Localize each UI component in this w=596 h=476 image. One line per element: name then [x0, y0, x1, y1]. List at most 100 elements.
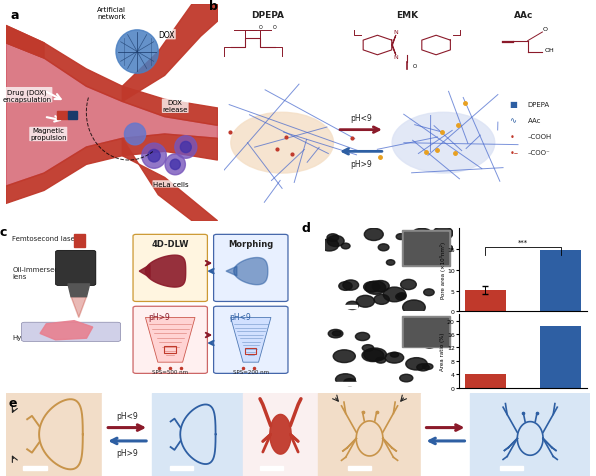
Text: pH>9: pH>9 — [350, 159, 372, 169]
Bar — [465, 375, 506, 388]
Text: c: c — [0, 225, 7, 238]
Text: ***: *** — [518, 239, 528, 245]
Text: DPEPA: DPEPA — [527, 101, 550, 108]
Polygon shape — [6, 27, 44, 59]
Circle shape — [355, 333, 370, 341]
Bar — [465, 290, 506, 312]
Text: e: e — [9, 396, 17, 409]
Circle shape — [386, 260, 395, 266]
Bar — [152, 393, 243, 476]
Text: pH<9: pH<9 — [229, 312, 251, 321]
Circle shape — [398, 293, 406, 299]
Text: –COO⁻: –COO⁻ — [527, 150, 551, 156]
Bar — [245, 349, 256, 355]
Circle shape — [327, 236, 344, 247]
Polygon shape — [40, 321, 93, 340]
Bar — [404, 233, 448, 264]
Circle shape — [362, 345, 374, 351]
Polygon shape — [122, 139, 218, 221]
Text: O: O — [412, 64, 417, 69]
Circle shape — [424, 289, 434, 296]
Y-axis label: Area ratio (%): Area ratio (%) — [440, 332, 445, 370]
Circle shape — [417, 364, 429, 371]
Polygon shape — [71, 297, 86, 318]
Text: AAc: AAc — [514, 11, 534, 20]
Polygon shape — [122, 5, 218, 102]
Bar — [243, 393, 318, 476]
Circle shape — [327, 234, 339, 242]
Circle shape — [411, 229, 433, 243]
Circle shape — [375, 357, 386, 363]
Polygon shape — [139, 265, 150, 278]
Circle shape — [344, 379, 356, 386]
FancyBboxPatch shape — [21, 323, 120, 342]
Bar — [331, 305, 357, 308]
Bar — [421, 393, 470, 476]
Text: •: • — [510, 132, 514, 141]
Circle shape — [165, 155, 185, 176]
Polygon shape — [231, 318, 271, 362]
Circle shape — [362, 349, 384, 362]
Bar — [260, 466, 284, 470]
Circle shape — [365, 281, 386, 295]
Bar — [74, 235, 85, 248]
Text: b: b — [209, 0, 218, 13]
Circle shape — [423, 364, 433, 370]
Text: DPEPA: DPEPA — [251, 11, 284, 20]
Text: a: a — [10, 9, 18, 22]
Polygon shape — [270, 415, 291, 454]
Text: pH<9: pH<9 — [350, 114, 372, 123]
Circle shape — [378, 244, 389, 251]
Text: O: O — [542, 27, 547, 32]
Text: Artificial
network: Artificial network — [97, 7, 126, 20]
Text: Magnetic
propulsion: Magnetic propulsion — [30, 128, 67, 141]
Circle shape — [383, 288, 406, 302]
Bar — [331, 382, 357, 385]
Polygon shape — [68, 284, 89, 297]
Bar — [540, 326, 581, 388]
FancyBboxPatch shape — [133, 235, 207, 302]
Circle shape — [390, 353, 399, 357]
Circle shape — [356, 296, 374, 307]
Circle shape — [442, 245, 453, 252]
Circle shape — [333, 331, 341, 336]
Circle shape — [343, 280, 359, 290]
Circle shape — [142, 144, 166, 169]
Text: DOX: DOX — [159, 30, 175, 40]
Bar — [499, 466, 523, 470]
Circle shape — [125, 124, 145, 146]
Circle shape — [396, 294, 406, 300]
Circle shape — [392, 113, 495, 174]
Circle shape — [374, 295, 389, 305]
Text: N: N — [393, 30, 398, 35]
Circle shape — [385, 353, 403, 363]
Bar — [402, 317, 451, 347]
Circle shape — [433, 227, 453, 240]
Text: Drug (DOX)
encapsulation: Drug (DOX) encapsulation — [2, 89, 52, 102]
Text: O: O — [273, 25, 277, 30]
Polygon shape — [226, 267, 237, 276]
Bar — [169, 466, 193, 470]
Text: ■: ■ — [510, 100, 517, 109]
Circle shape — [364, 348, 386, 361]
Bar — [6, 393, 103, 476]
Y-axis label: Pore area (×10³nm²): Pore area (×10³nm²) — [440, 242, 446, 298]
Circle shape — [406, 358, 427, 370]
Circle shape — [364, 228, 383, 241]
Text: Oil-immersed
lens: Oil-immersed lens — [12, 267, 59, 279]
Circle shape — [400, 375, 413, 382]
Text: SPS=200 nm: SPS=200 nm — [232, 369, 269, 375]
Circle shape — [336, 374, 355, 386]
Circle shape — [116, 31, 159, 74]
Circle shape — [339, 282, 352, 291]
Circle shape — [346, 302, 359, 310]
Bar — [540, 250, 581, 312]
Bar — [103, 393, 152, 476]
Text: Hydrogel: Hydrogel — [12, 334, 44, 340]
Circle shape — [403, 300, 426, 315]
FancyBboxPatch shape — [213, 235, 288, 302]
Circle shape — [401, 280, 417, 290]
Bar — [57, 112, 69, 119]
Circle shape — [396, 234, 405, 240]
Text: Femtosecond laser: Femtosecond laser — [12, 235, 78, 241]
